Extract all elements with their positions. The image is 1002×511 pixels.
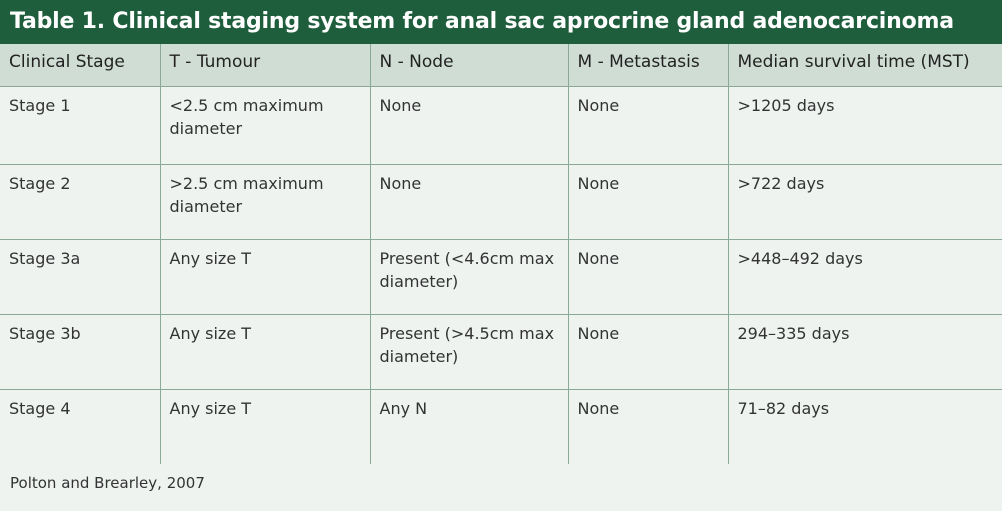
header-metastasis: M - Metastasis (567, 44, 729, 87)
cell-metastasis: None (567, 388, 729, 465)
source-footnote: Polton and Brearley, 2007 (0, 464, 1002, 511)
staging-table: Clinical Stage T - Tumour N - Node M - M… (0, 44, 1002, 465)
cell-node: Present (>4.5cm max diameter) (369, 313, 569, 390)
header-row: Clinical Stage T - Tumour N - Node M - M… (0, 44, 1002, 87)
cell-tumour: Any size T (159, 238, 371, 315)
cell-clinical-stage: Stage 2 (0, 163, 161, 240)
cell-node: Present (<4.6cm max diameter) (369, 238, 569, 315)
cell-metastasis: None (567, 313, 729, 390)
header-clinical-stage: Clinical Stage (0, 44, 161, 87)
header-node: N - Node (369, 44, 569, 87)
cell-node: None (369, 163, 569, 240)
table-row: Stage 1 <2.5 cm maximum diameter None No… (0, 85, 1002, 165)
cell-clinical-stage: Stage 1 (0, 85, 161, 165)
table-row: Stage 4 Any size T Any N None 71–82 days (0, 388, 1002, 465)
cell-median-survival: >722 days (727, 163, 1002, 240)
table-row: Stage 2 >2.5 cm maximum diameter None No… (0, 163, 1002, 240)
cell-clinical-stage: Stage 3b (0, 313, 161, 390)
cell-node: Any N (369, 388, 569, 465)
cell-tumour: <2.5 cm maximum diameter (159, 85, 371, 165)
cell-median-survival: >448–492 days (727, 238, 1002, 315)
cell-median-survival: >1205 days (727, 85, 1002, 165)
cell-metastasis: None (567, 85, 729, 165)
header-median-survival: Median survival time (MST) (727, 44, 1002, 87)
cell-clinical-stage: Stage 3a (0, 238, 161, 315)
cell-clinical-stage: Stage 4 (0, 388, 161, 465)
cell-median-survival: 71–82 days (727, 388, 1002, 465)
table-title: Table 1. Clinical staging system for ana… (0, 0, 1002, 44)
table-row: Stage 3a Any size T Present (<4.6cm max … (0, 238, 1002, 315)
header-tumour: T - Tumour (159, 44, 371, 87)
cell-tumour: >2.5 cm maximum diameter (159, 163, 371, 240)
cell-tumour: Any size T (159, 388, 371, 465)
cell-metastasis: None (567, 238, 729, 315)
cell-tumour: Any size T (159, 313, 371, 390)
cell-median-survival: 294–335 days (727, 313, 1002, 390)
cell-metastasis: None (567, 163, 729, 240)
table-row: Stage 3b Any size T Present (>4.5cm max … (0, 313, 1002, 390)
cell-node: None (369, 85, 569, 165)
